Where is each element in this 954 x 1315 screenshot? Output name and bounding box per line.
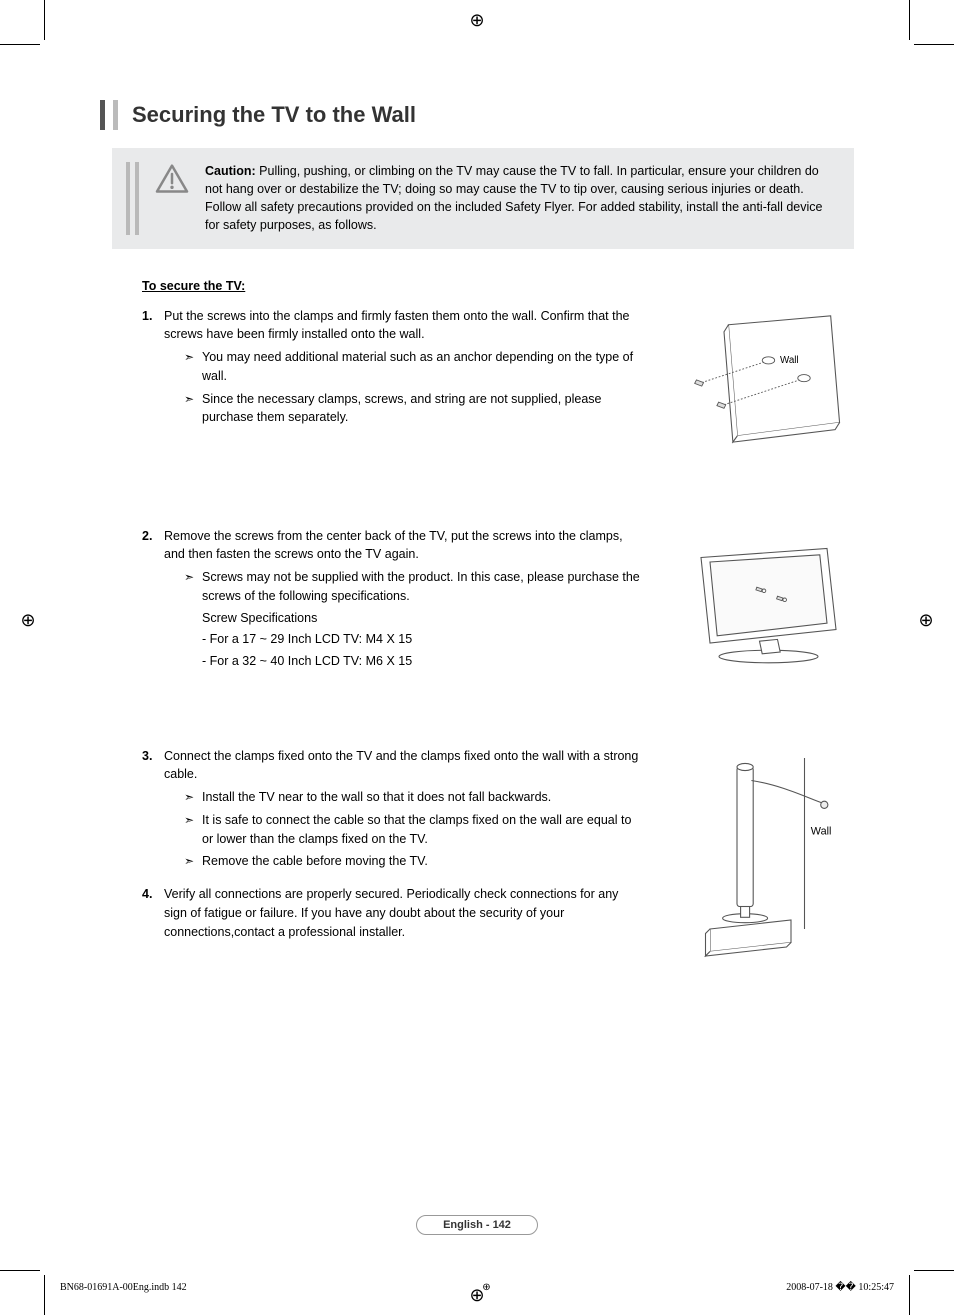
registration-mark-icon: ⊕ (18, 610, 38, 630)
warning-icon (155, 164, 189, 194)
imprint-line: BN68-01691A-00Eng.indb 142 ⊕ 2008-07-18 … (60, 1282, 894, 1293)
registration-mark-icon: ⊕ (482, 1282, 490, 1293)
figure-tv-back (674, 527, 854, 687)
step-4: 4. Verify all connections are properly s… (142, 885, 644, 941)
step-3: 3. Connect the clamps fixed onto the TV … (142, 747, 644, 967)
figure-tv-side-wall: Wall (674, 747, 854, 967)
registration-mark-icon: ⊕ (916, 610, 936, 630)
page-title: Securing the TV to the Wall (126, 100, 416, 130)
registration-mark-icon: ⊕ (467, 10, 487, 30)
imprint-left: BN68-01691A-00Eng.indb 142 (60, 1282, 187, 1293)
caution-box: Caution: Pulling, pushing, or climbing o… (112, 148, 854, 249)
imprint-right: 2008-07-18 �� 10:25:47 (786, 1282, 894, 1293)
page-footer: English - 142 (0, 1215, 954, 1235)
step-2: 2. Remove the screws from the center bac… (142, 527, 644, 687)
step-1: 1. Put the screws into the clamps and fi… (142, 307, 644, 467)
steps-heading: To secure the TV: (142, 279, 854, 293)
caution-text: Caution: Pulling, pushing, or climbing o… (205, 162, 836, 235)
svg-text:Wall: Wall (811, 825, 832, 837)
page-number-pill: English - 142 (416, 1215, 538, 1235)
svg-text:Wall: Wall (780, 355, 799, 366)
section-heading: Securing the TV to the Wall (100, 100, 854, 130)
figure-wall-clamps: Wall (674, 307, 854, 467)
